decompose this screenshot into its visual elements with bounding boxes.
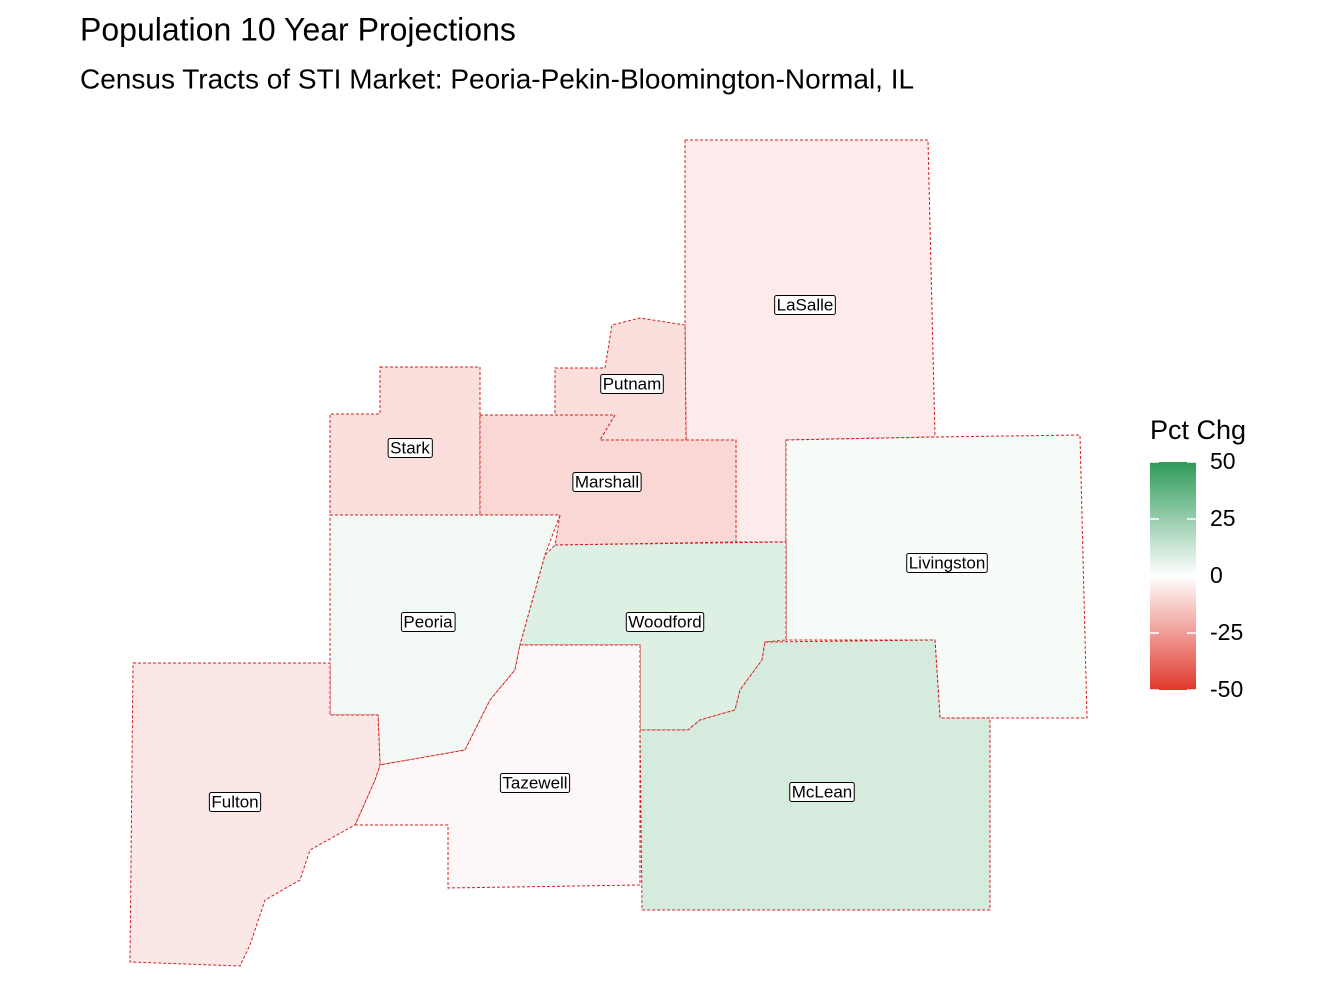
county-name: Tazewell [502, 773, 567, 792]
county-label: Woodford [625, 611, 705, 632]
label-box [789, 781, 855, 802]
county [785, 434, 1088, 719]
label-box [208, 791, 262, 812]
county-name: McLean [792, 782, 852, 801]
county-label: LaSalle [774, 294, 836, 315]
label-box [387, 437, 433, 458]
subtitle: Census Tracts of STI Market: Peoria-Peki… [80, 63, 914, 94]
label-box [625, 611, 705, 632]
county-name: LaSalle [777, 295, 834, 314]
county-label: McLean [789, 781, 855, 802]
legend-tick-label: 0 [1210, 562, 1223, 588]
county-name: Livingston [909, 553, 986, 572]
legend-tick-label: -25 [1210, 619, 1243, 645]
label-box [400, 611, 456, 632]
legend-title: Pct Chg [1150, 415, 1246, 445]
legend-tick-label: -50 [1210, 676, 1243, 702]
counties [129, 139, 1088, 967]
county-labels: LaSalle Putnam Stark Marshall Livingston Peor… [208, 294, 988, 812]
county-name: Fulton [211, 792, 258, 811]
county-label: Peoria [400, 611, 456, 632]
county-name: Stark [390, 438, 430, 457]
county-label: Marshall [572, 471, 642, 492]
label-box [774, 294, 836, 315]
county-name: Marshall [575, 472, 639, 491]
label-box [499, 772, 571, 793]
county-label: Putnam [600, 373, 664, 394]
title: Population 10 Year Projections [80, 11, 516, 47]
legend-tick-label: 50 [1210, 448, 1236, 474]
legend-tick-label: 25 [1210, 505, 1236, 531]
legend: Pct Chg 50 25 0 -25 -50 [1150, 415, 1246, 702]
county-label: Fulton [208, 791, 262, 812]
county-name: Woodford [628, 612, 701, 631]
label-box [906, 552, 988, 573]
label-box [572, 471, 642, 492]
county-name: Peoria [403, 612, 453, 631]
county-label: Stark [387, 437, 433, 458]
county-label: Tazewell [499, 772, 571, 793]
county-label: Livingston [906, 552, 988, 573]
county-name: Putnam [603, 374, 662, 393]
label-box [600, 373, 664, 394]
county [129, 662, 381, 967]
county [639, 639, 991, 911]
